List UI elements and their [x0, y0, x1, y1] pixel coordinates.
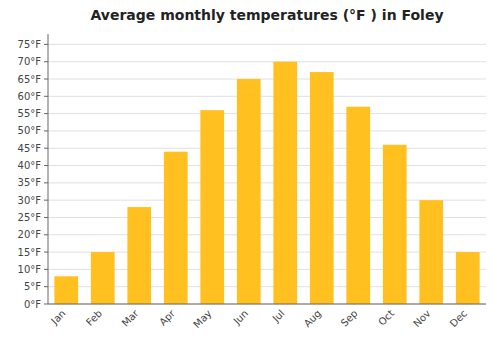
y-tick-label: 40°F	[18, 160, 42, 171]
bar	[346, 107, 370, 304]
chart-container: Average monthly temperatures (°F ) in Fo…	[0, 0, 500, 350]
y-tick	[44, 234, 48, 235]
y-tick	[44, 286, 48, 287]
grid-line	[48, 182, 486, 183]
y-tick-label: 60°F	[18, 91, 42, 102]
x-tick-label: Jun	[231, 308, 251, 328]
y-tick	[44, 113, 48, 114]
x-tick-label: Oct	[376, 308, 396, 328]
grid-line	[48, 130, 486, 131]
y-tick-label: 5°F	[24, 281, 41, 292]
y-tick-label: 0°F	[24, 299, 41, 310]
y-tick-label: 55°F	[18, 108, 42, 119]
grid-line	[48, 113, 486, 114]
y-tick-label: 70°F	[18, 56, 42, 67]
grid-line	[48, 61, 486, 62]
y-tick	[44, 304, 48, 305]
x-axis-line	[48, 304, 486, 305]
y-tick	[44, 252, 48, 253]
grid-line	[48, 165, 486, 166]
grid-line	[48, 304, 486, 305]
y-tick-label: 50°F	[18, 125, 42, 136]
grid-line	[48, 44, 486, 45]
y-tick	[44, 79, 48, 80]
grid-line	[48, 96, 486, 97]
x-tick-label: Jan	[48, 308, 67, 327]
y-tick	[44, 61, 48, 62]
x-tick-label: Jul	[270, 308, 287, 325]
grid	[48, 44, 486, 304]
bar	[310, 72, 334, 304]
chart-svg: Average monthly temperatures (°F ) in Fo…	[0, 0, 500, 350]
y-axis-line	[48, 34, 49, 304]
y-tick	[44, 130, 48, 131]
y-tick-label: 20°F	[18, 229, 42, 240]
y-tick-label: 10°F	[18, 264, 42, 275]
x-tick-label: Apr	[157, 307, 178, 328]
bar	[273, 62, 297, 304]
bar	[419, 200, 443, 304]
y-tick	[44, 44, 48, 45]
x-tick-label: Sep	[339, 308, 360, 329]
bar	[200, 110, 224, 304]
y-tick-label: 30°F	[18, 195, 42, 206]
y-tick-label: 35°F	[18, 177, 42, 188]
y-tick	[44, 200, 48, 201]
y-tick	[44, 269, 48, 270]
y-tick	[44, 148, 48, 149]
x-tick-label: Feb	[84, 308, 104, 328]
y-tick-label: 15°F	[18, 247, 42, 258]
x-tick-label: May	[191, 308, 213, 330]
grid-line	[48, 79, 486, 80]
grid-line	[48, 148, 486, 149]
y-tick-label: 75°F	[18, 39, 42, 50]
bar	[456, 252, 480, 304]
y-tick-label: 25°F	[18, 212, 42, 223]
bar	[383, 145, 407, 304]
bar	[91, 252, 115, 304]
y-tick	[44, 96, 48, 97]
y-tick	[44, 165, 48, 166]
bar	[127, 207, 151, 304]
bar	[54, 276, 78, 304]
y-tick	[44, 182, 48, 183]
bars	[54, 62, 479, 304]
bar	[237, 79, 261, 304]
x-tick-label: Dec	[448, 308, 469, 329]
y-tick	[44, 217, 48, 218]
title: Average monthly temperatures (°F ) in Fo…	[90, 7, 443, 23]
x-tick-label: Mar	[120, 307, 142, 329]
y-tick-label: 65°F	[18, 74, 42, 85]
x-tick-label: Nov	[411, 308, 433, 330]
x-tick-label: Aug	[302, 308, 324, 330]
y-tick-label: 45°F	[18, 143, 42, 154]
bar	[164, 152, 188, 304]
